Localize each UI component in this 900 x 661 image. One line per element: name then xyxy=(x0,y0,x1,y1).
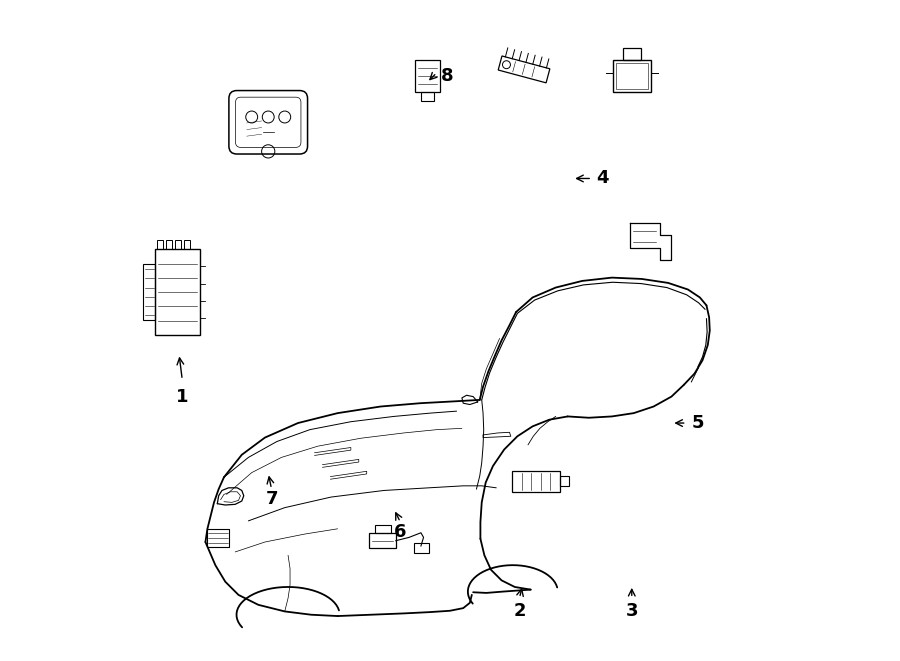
Text: 4: 4 xyxy=(596,169,608,188)
Bar xyxy=(143,264,155,320)
Text: 3: 3 xyxy=(626,602,638,621)
Bar xyxy=(512,471,560,492)
Bar xyxy=(613,60,651,92)
Bar xyxy=(166,240,172,249)
Bar xyxy=(374,525,391,533)
Text: 8: 8 xyxy=(440,67,453,85)
Text: 2: 2 xyxy=(513,602,526,621)
Bar xyxy=(175,240,181,249)
Text: 5: 5 xyxy=(691,414,704,432)
Bar xyxy=(414,543,428,553)
Bar xyxy=(560,476,569,486)
Text: 7: 7 xyxy=(266,490,278,508)
Text: 1: 1 xyxy=(176,387,188,406)
Bar xyxy=(415,60,440,92)
Bar xyxy=(184,240,190,249)
Bar xyxy=(155,249,200,335)
Bar xyxy=(157,240,163,249)
Bar xyxy=(421,92,434,101)
Bar xyxy=(623,48,641,60)
Bar xyxy=(369,533,396,548)
Bar xyxy=(616,63,648,89)
Text: 6: 6 xyxy=(394,523,407,541)
